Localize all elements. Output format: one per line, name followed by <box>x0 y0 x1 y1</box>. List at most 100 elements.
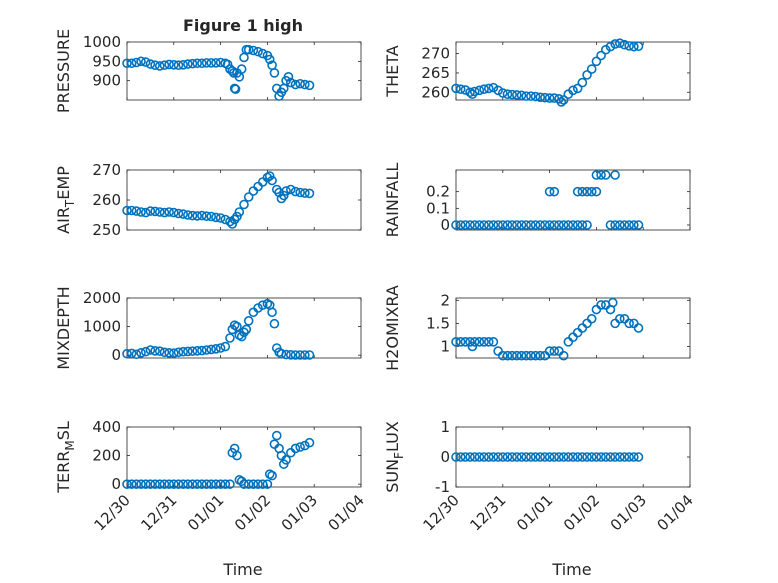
data-point <box>619 452 630 462</box>
data-point <box>469 220 480 230</box>
data-point <box>558 350 569 361</box>
data-point <box>460 452 471 462</box>
data-point <box>483 83 494 94</box>
data-point <box>201 345 212 355</box>
x-tick-label: 12/30 <box>420 491 463 534</box>
data-point <box>497 350 508 361</box>
data-point <box>526 91 536 101</box>
data-point <box>295 187 305 198</box>
data-point <box>178 60 188 70</box>
data-point <box>169 479 179 489</box>
data-point <box>465 452 475 462</box>
data-point <box>465 337 475 347</box>
data-point <box>173 479 184 489</box>
data-point <box>164 59 174 70</box>
y-tick-label: 1000 <box>83 318 121 336</box>
data-point <box>610 220 620 230</box>
data-point <box>178 346 188 357</box>
data-point <box>479 84 489 94</box>
data-point <box>243 44 254 55</box>
x-tick-label: 01/04 <box>325 491 368 534</box>
data-point <box>276 348 287 359</box>
data-point <box>507 350 517 361</box>
data-point <box>192 346 202 356</box>
data-point <box>269 318 280 329</box>
data-point <box>178 209 188 219</box>
data-point <box>267 175 277 186</box>
data-point <box>488 82 499 93</box>
y-tick-label: 270 <box>92 161 121 179</box>
data-point <box>633 220 644 230</box>
data-point <box>614 452 625 462</box>
data-point <box>243 479 254 489</box>
data-point <box>469 452 480 462</box>
axes-box <box>455 41 691 101</box>
data-point <box>526 220 536 230</box>
data-point <box>556 97 567 107</box>
data-point <box>549 220 560 230</box>
data-point <box>572 452 583 462</box>
data-point <box>253 46 263 57</box>
data-point <box>614 38 625 48</box>
data-point <box>586 452 597 462</box>
data-point <box>493 220 503 230</box>
data-point <box>304 188 315 199</box>
data-point <box>283 72 294 82</box>
data-point <box>164 479 174 489</box>
data-point <box>220 479 231 489</box>
data-point <box>154 207 165 217</box>
data-point <box>554 220 564 230</box>
data-point <box>197 479 207 489</box>
data-point <box>173 347 184 358</box>
data-point <box>479 220 489 230</box>
y-axis-label: TERRMSL <box>54 421 77 494</box>
data-point <box>187 58 198 69</box>
data-point <box>126 58 137 69</box>
data-point <box>465 87 475 98</box>
data-point <box>169 207 179 218</box>
y-tick-label: 0 <box>111 475 121 493</box>
data-point <box>516 220 527 230</box>
data-point <box>607 297 618 308</box>
data-point <box>624 41 634 51</box>
subplot-sun-flux: -1 0 1 SUNFLUX 12/30 12/31 01/01 01/02 01/03 01/0… <box>383 418 697 534</box>
data-point <box>582 186 592 197</box>
data-point <box>497 220 508 230</box>
data-point <box>497 452 508 462</box>
data-point <box>460 220 471 230</box>
data-point <box>262 479 273 489</box>
data-point <box>239 199 249 210</box>
data-point <box>455 337 466 347</box>
data-point <box>507 452 517 462</box>
y-tick-label: 900 <box>92 72 121 90</box>
data-point <box>150 479 160 489</box>
y-tick-label: 1000 <box>83 33 121 51</box>
data-point <box>619 220 630 230</box>
data-point <box>502 350 513 361</box>
data-point <box>295 350 305 360</box>
y-tick-label: 260 <box>92 191 121 209</box>
data-point <box>614 220 625 230</box>
data-point <box>530 91 541 102</box>
data-point <box>232 450 242 461</box>
data-point <box>451 452 461 462</box>
data-point <box>197 345 207 356</box>
data-point <box>633 323 644 333</box>
data-point <box>206 58 217 68</box>
data-point <box>257 48 268 59</box>
data-point <box>187 346 198 356</box>
data-point <box>211 479 221 489</box>
data-point <box>154 61 165 71</box>
data-point <box>225 216 235 227</box>
data-point <box>535 350 546 361</box>
data-point <box>136 207 146 217</box>
data-point <box>178 479 188 489</box>
y-axis-label: SUNFLUX <box>383 421 406 493</box>
data-point <box>610 452 620 462</box>
data-point <box>211 58 221 68</box>
data-point <box>469 337 480 347</box>
data-point <box>126 348 137 359</box>
x-tick-label: 12/30 <box>91 491 134 534</box>
data-point <box>474 220 485 230</box>
